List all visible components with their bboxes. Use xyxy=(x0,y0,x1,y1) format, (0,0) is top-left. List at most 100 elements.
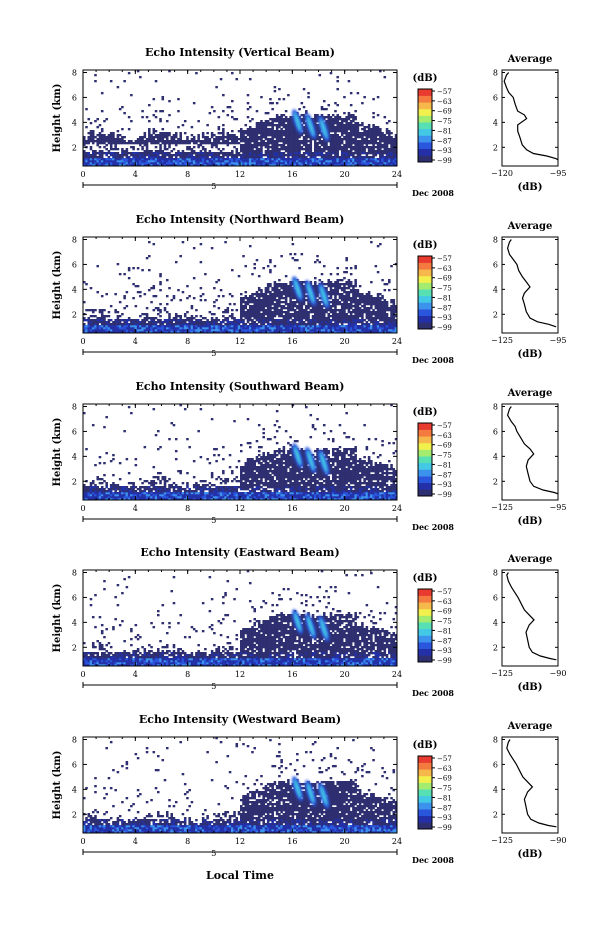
echo-cell xyxy=(148,160,151,162)
echo-cell xyxy=(256,150,259,152)
echo-cell xyxy=(390,265,393,267)
echo-cell xyxy=(381,150,384,152)
echo-cell xyxy=(146,317,149,319)
echo-cell xyxy=(186,142,189,144)
echo-cell xyxy=(377,303,380,305)
echo-cell xyxy=(350,323,353,325)
echo-cell xyxy=(323,158,326,160)
echo-cell xyxy=(334,140,337,142)
echo-cell xyxy=(334,311,337,313)
echo-cell xyxy=(390,146,393,148)
echo-cell xyxy=(209,142,212,144)
echo-cell xyxy=(390,327,393,329)
echo-cell xyxy=(135,325,138,327)
echo-cell xyxy=(126,327,129,329)
colorbar-tick-label: −93 xyxy=(437,314,452,322)
echo-cell xyxy=(155,152,158,154)
echo-cell xyxy=(332,285,335,287)
echo-cell xyxy=(126,150,129,152)
echo-cell xyxy=(280,297,283,299)
echo-cell xyxy=(372,124,375,126)
echo-cell xyxy=(258,289,261,291)
echo-cell xyxy=(372,303,375,305)
echo-cell xyxy=(179,134,182,136)
echo-cell xyxy=(99,158,102,160)
echo-cell xyxy=(182,329,185,331)
echo-cell xyxy=(173,297,176,299)
echo-cell xyxy=(146,150,149,152)
echo-cell xyxy=(359,329,362,331)
echo-cell xyxy=(393,321,396,323)
echo-cell xyxy=(213,313,216,315)
echo-cell xyxy=(253,327,256,329)
echo-cell xyxy=(354,311,357,313)
echo-cell xyxy=(292,257,295,259)
echo-cell xyxy=(319,148,322,150)
echo-cell xyxy=(316,152,319,154)
echo-cell xyxy=(339,327,342,329)
echo-cell xyxy=(236,78,239,80)
echo-cell xyxy=(350,154,353,156)
echo-cell xyxy=(388,289,391,291)
echo-cell xyxy=(249,160,252,162)
echo-cell xyxy=(341,319,344,321)
echo-cell xyxy=(316,327,319,329)
echo-cell xyxy=(253,132,256,134)
echo-cell xyxy=(314,287,317,289)
echo-cell xyxy=(146,313,149,315)
echo-cell xyxy=(350,329,353,331)
echo-cell xyxy=(323,283,326,285)
echo-cell xyxy=(164,309,167,311)
echo-cell xyxy=(294,156,297,158)
echo-cell xyxy=(153,128,156,130)
echo-cell xyxy=(341,293,344,295)
echo-cell xyxy=(253,301,256,303)
echo-cell xyxy=(159,150,162,152)
echo-cell xyxy=(381,319,384,321)
echo-cell xyxy=(144,158,147,160)
echo-cell xyxy=(123,325,126,327)
echo-cell xyxy=(296,148,299,150)
echo-cell xyxy=(103,160,106,162)
x-tick-label: 0 xyxy=(80,337,85,346)
echo-cell xyxy=(229,106,232,108)
echo-cell xyxy=(393,142,396,144)
echo-cell xyxy=(280,311,283,313)
echo-cell xyxy=(341,327,344,329)
echo-cell xyxy=(375,142,378,144)
echo-cell xyxy=(336,146,339,148)
echo-cell xyxy=(231,130,234,132)
echo-cell xyxy=(148,130,151,132)
echo-cell xyxy=(274,327,277,329)
echo-cell xyxy=(222,327,225,329)
echo-cell xyxy=(256,156,259,158)
echo-cell xyxy=(316,309,319,311)
echo-cell xyxy=(283,154,286,156)
echo-cell xyxy=(303,142,306,144)
echo-cell xyxy=(289,144,292,146)
echo-cell xyxy=(162,138,165,140)
echo-cell xyxy=(123,327,126,329)
echo-cell xyxy=(157,150,160,152)
echo-cell xyxy=(354,301,357,303)
echo-cell xyxy=(305,327,308,329)
echo-cell xyxy=(90,482,93,484)
y-tick-label: 6 xyxy=(72,260,77,269)
echo-cell xyxy=(260,327,263,329)
echo-cell xyxy=(384,325,387,327)
echo-cell xyxy=(101,321,104,323)
echo-cell xyxy=(343,307,346,309)
echo-cell xyxy=(99,311,102,313)
echo-cell xyxy=(244,144,247,146)
echo-cell xyxy=(287,293,290,295)
echo-cell xyxy=(150,158,153,160)
echo-cell xyxy=(303,162,306,164)
colorbar-tick-label: −63 xyxy=(437,98,452,106)
echo-cell xyxy=(321,305,324,307)
echo-cell xyxy=(150,319,153,321)
echo-cell xyxy=(307,311,310,313)
echo-cell xyxy=(175,319,178,321)
echo-cell xyxy=(233,136,236,138)
echo-cell xyxy=(101,315,104,317)
echo-cell xyxy=(310,327,313,329)
